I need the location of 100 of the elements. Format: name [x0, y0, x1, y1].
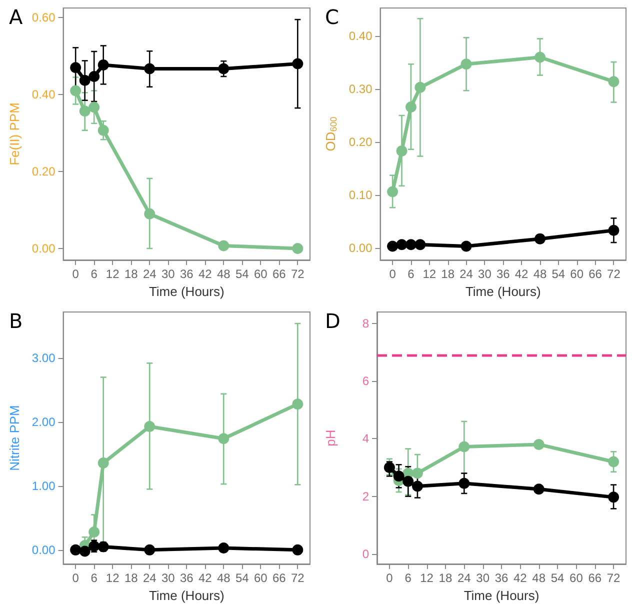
x-tick-label: 66: [588, 267, 602, 281]
point: [533, 438, 544, 450]
y-tick-label: 0.00: [32, 542, 56, 557]
y-axis-title: pH: [323, 430, 338, 446]
x-tick-label: 18: [438, 571, 452, 585]
x-tick-label: 24: [460, 267, 474, 281]
x-tick-label: 36: [180, 267, 194, 281]
point: [218, 63, 230, 74]
x-tick-label: 48: [216, 571, 231, 585]
point: [292, 544, 304, 556]
x-tick-label: 0: [386, 571, 394, 585]
point: [533, 484, 544, 495]
x-tick-label: 48: [533, 267, 547, 281]
point: [144, 63, 156, 74]
x-tick-label: 6: [404, 571, 412, 585]
point: [414, 239, 426, 250]
y-tick-label: 2.00: [32, 415, 56, 430]
x-tick-label: 36: [496, 267, 510, 281]
point: [387, 240, 398, 252]
y-tick-label: 0.00: [348, 240, 373, 255]
x-tick-label: 54: [235, 571, 250, 585]
x-tick-label: 72: [607, 267, 621, 281]
x-tick-label: 12: [106, 267, 120, 281]
point: [88, 526, 100, 538]
x-tick-label: 42: [514, 267, 529, 281]
point: [218, 433, 230, 444]
y-axis-title: Fe(II) PPM: [7, 102, 22, 166]
point: [402, 476, 414, 487]
point: [79, 546, 90, 557]
y-tick-label: 6: [362, 374, 370, 388]
x-tick-label: 18: [441, 267, 455, 281]
x-tick-label: 6: [90, 571, 98, 585]
point: [460, 58, 472, 70]
x-tick-label: 60: [254, 571, 268, 585]
x-tick-label: 66: [272, 267, 286, 281]
x-tick-label: 66: [588, 571, 602, 585]
point: [405, 102, 416, 112]
point: [144, 544, 156, 556]
x-tick-label: 30: [478, 267, 492, 281]
x-tick-label: 60: [254, 267, 268, 281]
x-tick-label: 72: [290, 571, 305, 585]
x-tick-label: 24: [457, 571, 472, 585]
y-tick-label: 0.20: [348, 134, 373, 149]
x-tick-label: 42: [198, 571, 212, 585]
point: [88, 70, 100, 82]
y-tick-label: 0.40: [348, 29, 373, 44]
y-axis-title: Nitrite PPM: [7, 405, 22, 471]
y-tick-label: 0: [362, 546, 370, 561]
point: [387, 186, 398, 198]
point: [144, 420, 156, 432]
x-tick-label: 12: [106, 571, 120, 585]
x-tick-label: 42: [198, 267, 212, 281]
x-tick-label: 48: [216, 267, 231, 281]
point: [393, 470, 404, 482]
y-tick-label: 2: [362, 489, 370, 504]
x-tick-label: 42: [513, 571, 528, 585]
point: [458, 441, 470, 452]
y-tick-label: 8: [362, 316, 370, 331]
point: [405, 239, 416, 250]
point: [608, 76, 620, 88]
point: [608, 456, 620, 468]
y-tick-label: 0.40: [32, 88, 56, 102]
x-tick-label: 6: [408, 267, 415, 281]
x-tick-label: 66: [272, 571, 286, 585]
point: [608, 224, 620, 236]
y-tick-label: 0.30: [348, 82, 373, 96]
point: [218, 240, 230, 252]
point: [70, 62, 82, 74]
x-tick-label: 30: [476, 571, 490, 585]
x-tick-label: 60: [570, 571, 584, 585]
point: [98, 59, 109, 70]
point: [98, 124, 109, 136]
point: [292, 58, 304, 70]
point: [458, 478, 470, 489]
x-tick-label: 36: [494, 571, 508, 585]
x-tick-label: 24: [142, 571, 157, 585]
point: [144, 208, 156, 220]
point: [79, 74, 90, 86]
point: [534, 233, 546, 244]
x-tick-label: 18: [124, 571, 138, 585]
chart-title: A: [9, 5, 23, 29]
x-axis-title: Time (Hours): [464, 588, 540, 603]
x-tick-label: 30: [161, 571, 176, 585]
x-tick-label: 0: [72, 267, 80, 281]
x-tick-label: 54: [235, 267, 250, 281]
chart-title: D: [325, 309, 340, 333]
point: [412, 480, 423, 492]
x-tick-label: 12: [420, 571, 434, 585]
point: [292, 242, 304, 254]
x-tick-label: 48: [532, 571, 546, 585]
y-tick-label: 1.00: [32, 478, 56, 493]
point: [396, 145, 408, 156]
point: [79, 106, 90, 117]
x-tick-label: 6: [90, 267, 98, 281]
x-axis-title: Time (Hours): [148, 284, 224, 299]
x-tick-label: 54: [552, 267, 566, 281]
x-tick-label: 0: [389, 267, 396, 281]
point: [98, 457, 109, 468]
y-tick-label: 0.20: [32, 164, 56, 179]
y-tick-label: 4: [362, 432, 370, 446]
